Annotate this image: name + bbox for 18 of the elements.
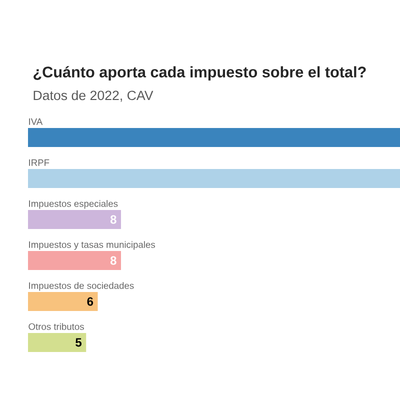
bar <box>28 251 121 270</box>
y-tick-label: Impuestos y tasas municipales <box>29 241 155 250</box>
bar <box>28 128 400 147</box>
bar <box>28 292 98 312</box>
data-label: 8 <box>110 215 116 224</box>
bar <box>28 210 121 229</box>
bar <box>28 169 400 188</box>
y-tick-label: Impuestos especiales <box>29 200 118 209</box>
bar <box>28 333 86 352</box>
y-tick-label: IRPF <box>29 159 50 166</box>
data-label: 8 <box>110 256 116 265</box>
data-label: 6 <box>87 297 94 306</box>
data-label: 5 <box>76 338 82 347</box>
chart-subtitle: Datos de 2022, CAV <box>34 90 154 102</box>
y-tick-label: IVA <box>29 118 43 125</box>
y-tick-label: Impuestos de sociedades <box>29 282 134 291</box>
y-tick-label: Otros tributos <box>28 323 84 330</box>
chart-title: ¿Cuánto aporta cada impuesto sobre el total? <box>34 66 366 81</box>
